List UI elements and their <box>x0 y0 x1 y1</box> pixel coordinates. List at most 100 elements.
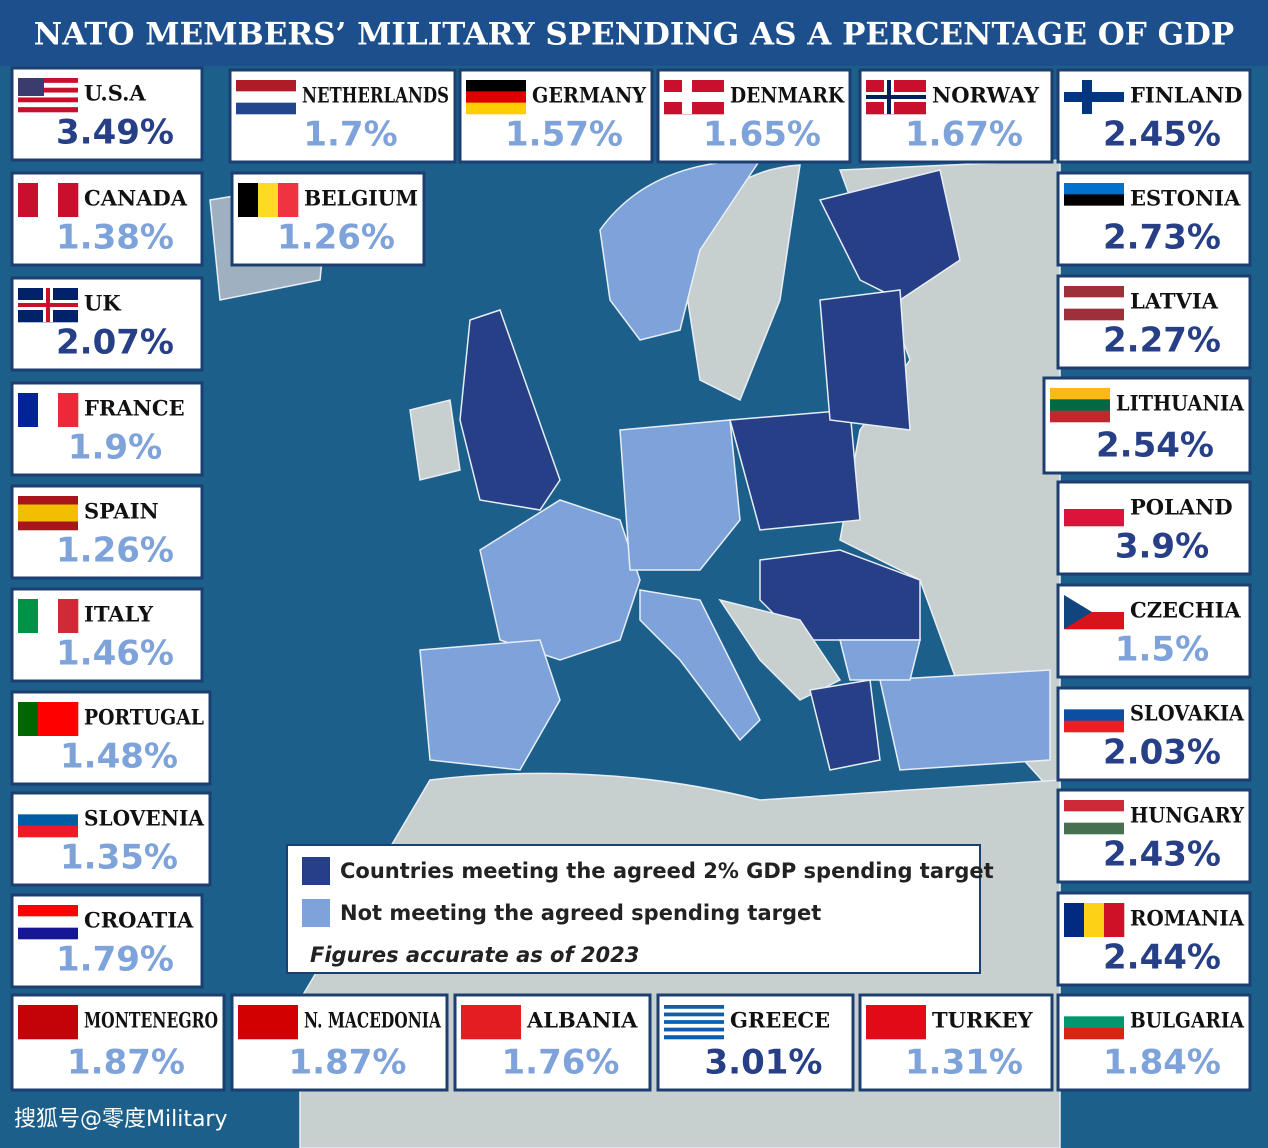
flag <box>18 183 79 217</box>
flag <box>1064 183 1124 218</box>
country-name: UK <box>84 291 121 316</box>
country-value: 3.01% <box>705 1043 823 1083</box>
box <box>10 993 226 1092</box>
flag <box>1050 388 1110 423</box>
country-name: FINLAND <box>1130 83 1242 108</box>
flag <box>1064 595 1124 630</box>
country-value: 1.35% <box>60 838 178 878</box>
watermark: 搜狐号@零度Military <box>14 1107 228 1132</box>
country-box: GREECE 3.01% <box>656 993 855 1092</box>
country-value: 1.38% <box>56 218 174 258</box>
flag-stripe <box>664 1031 724 1036</box>
flag-stripe <box>461 1005 521 1040</box>
flag-stripe <box>38 702 59 736</box>
flag-stripe <box>18 905 78 917</box>
country-name: ROMANIA <box>1130 906 1245 931</box>
flag-stripe <box>18 183 39 217</box>
country-name: SPAIN <box>84 499 159 524</box>
flag-stripe <box>278 183 299 217</box>
flag-stripe <box>466 102 526 115</box>
legend-swatch <box>302 857 330 885</box>
country-box: SPAIN 1.26% <box>10 484 204 580</box>
flag-stripe <box>1050 410 1110 423</box>
country-value: 2.54% <box>1096 426 1214 466</box>
flag-stripe <box>18 803 78 815</box>
country-value: 1.31% <box>905 1043 1023 1083</box>
flag-stripe <box>18 78 78 84</box>
country-name: LATVIA <box>1130 289 1219 314</box>
country-value: 2.44% <box>1103 938 1221 978</box>
country-box: ESTONIA 2.73% <box>1056 171 1252 267</box>
country-value: 1.65% <box>703 115 821 155</box>
flag-cross <box>18 303 78 307</box>
country-name: U.S.A <box>84 81 146 106</box>
flag-stripe <box>1064 205 1124 218</box>
legend-swatch <box>302 899 330 927</box>
country-box: CZECHIA 1.5% <box>1056 583 1252 679</box>
flag <box>18 496 78 531</box>
flag-stripe <box>1064 903 1085 937</box>
country-value: 1.84% <box>1103 1043 1221 1083</box>
flag-stripe <box>258 183 279 217</box>
flag-stripe <box>18 814 78 826</box>
box <box>1056 274 1252 370</box>
country-box: LATVIA 2.27% <box>1056 274 1252 370</box>
country-box: POLAND 3.9% <box>1056 480 1252 576</box>
flag-stripe <box>18 599 39 633</box>
flag-stripe <box>1064 308 1124 321</box>
country-box: MONTENEGRO 1.87% <box>10 993 226 1092</box>
flag-stripe <box>236 80 296 92</box>
flag <box>1064 80 1124 115</box>
flag-triangle <box>1064 595 1092 629</box>
country-name: LITHUANIA <box>1116 391 1245 416</box>
flag-stripe <box>664 1008 724 1013</box>
flag-stripe <box>18 393 39 427</box>
flag-stripe <box>1064 811 1124 823</box>
flag <box>18 905 78 940</box>
flag-stripe <box>18 97 78 103</box>
country-value: 3.9% <box>1115 527 1209 567</box>
flag-stripe <box>1064 800 1124 812</box>
country-name: ITALY <box>84 602 154 627</box>
flag-stripe <box>238 1005 298 1040</box>
country-value: 1.48% <box>60 737 178 777</box>
flag <box>466 80 526 115</box>
flag-stripe <box>18 102 78 108</box>
flag-stripe <box>18 92 78 98</box>
flag-stripe <box>664 1023 724 1028</box>
country-box: GERMANY 1.57% <box>458 68 654 164</box>
country-box: CROATIA 1.79% <box>10 893 204 989</box>
country-value: 1.7% <box>303 115 397 155</box>
country-name: GERMANY <box>532 83 647 108</box>
flag-stripe <box>58 183 79 217</box>
country-name: HUNGARY <box>1130 803 1245 828</box>
country-value: 1.79% <box>56 940 174 980</box>
flag-canton <box>18 78 44 96</box>
flag-stripe <box>1064 1005 1124 1017</box>
flag-stripe <box>38 183 59 217</box>
country-box: ROMANIA 2.44% <box>1056 891 1252 987</box>
flag-cross <box>664 92 724 102</box>
country-box: BULGARIA 1.84% <box>1056 993 1252 1092</box>
flag <box>18 599 79 633</box>
flag-cross <box>1064 92 1124 102</box>
country-value: 1.87% <box>289 1043 407 1083</box>
flag-stripe <box>1064 183 1124 195</box>
flag-stripe <box>18 1005 78 1040</box>
flag-stripe <box>1064 1027 1124 1040</box>
country-box: NORWAY 1.67% <box>858 68 1054 164</box>
country-name: CZECHIA <box>1130 598 1241 623</box>
flag <box>866 1005 926 1040</box>
flag-stripe <box>466 80 526 92</box>
flag-stripe <box>58 599 79 633</box>
flag-stripe <box>18 521 78 531</box>
flag-stripe <box>18 504 78 514</box>
country-value: 1.9% <box>68 428 162 468</box>
country-box: CANADA 1.38% <box>10 171 204 267</box>
country-box: HUNGARY 2.43% <box>1056 788 1252 884</box>
flag-stripe <box>466 91 526 103</box>
flag-stripe <box>236 102 296 115</box>
flag-stripe <box>866 1005 926 1040</box>
legend-note: Figures accurate as of 2023 <box>310 943 639 967</box>
flag <box>236 80 296 115</box>
